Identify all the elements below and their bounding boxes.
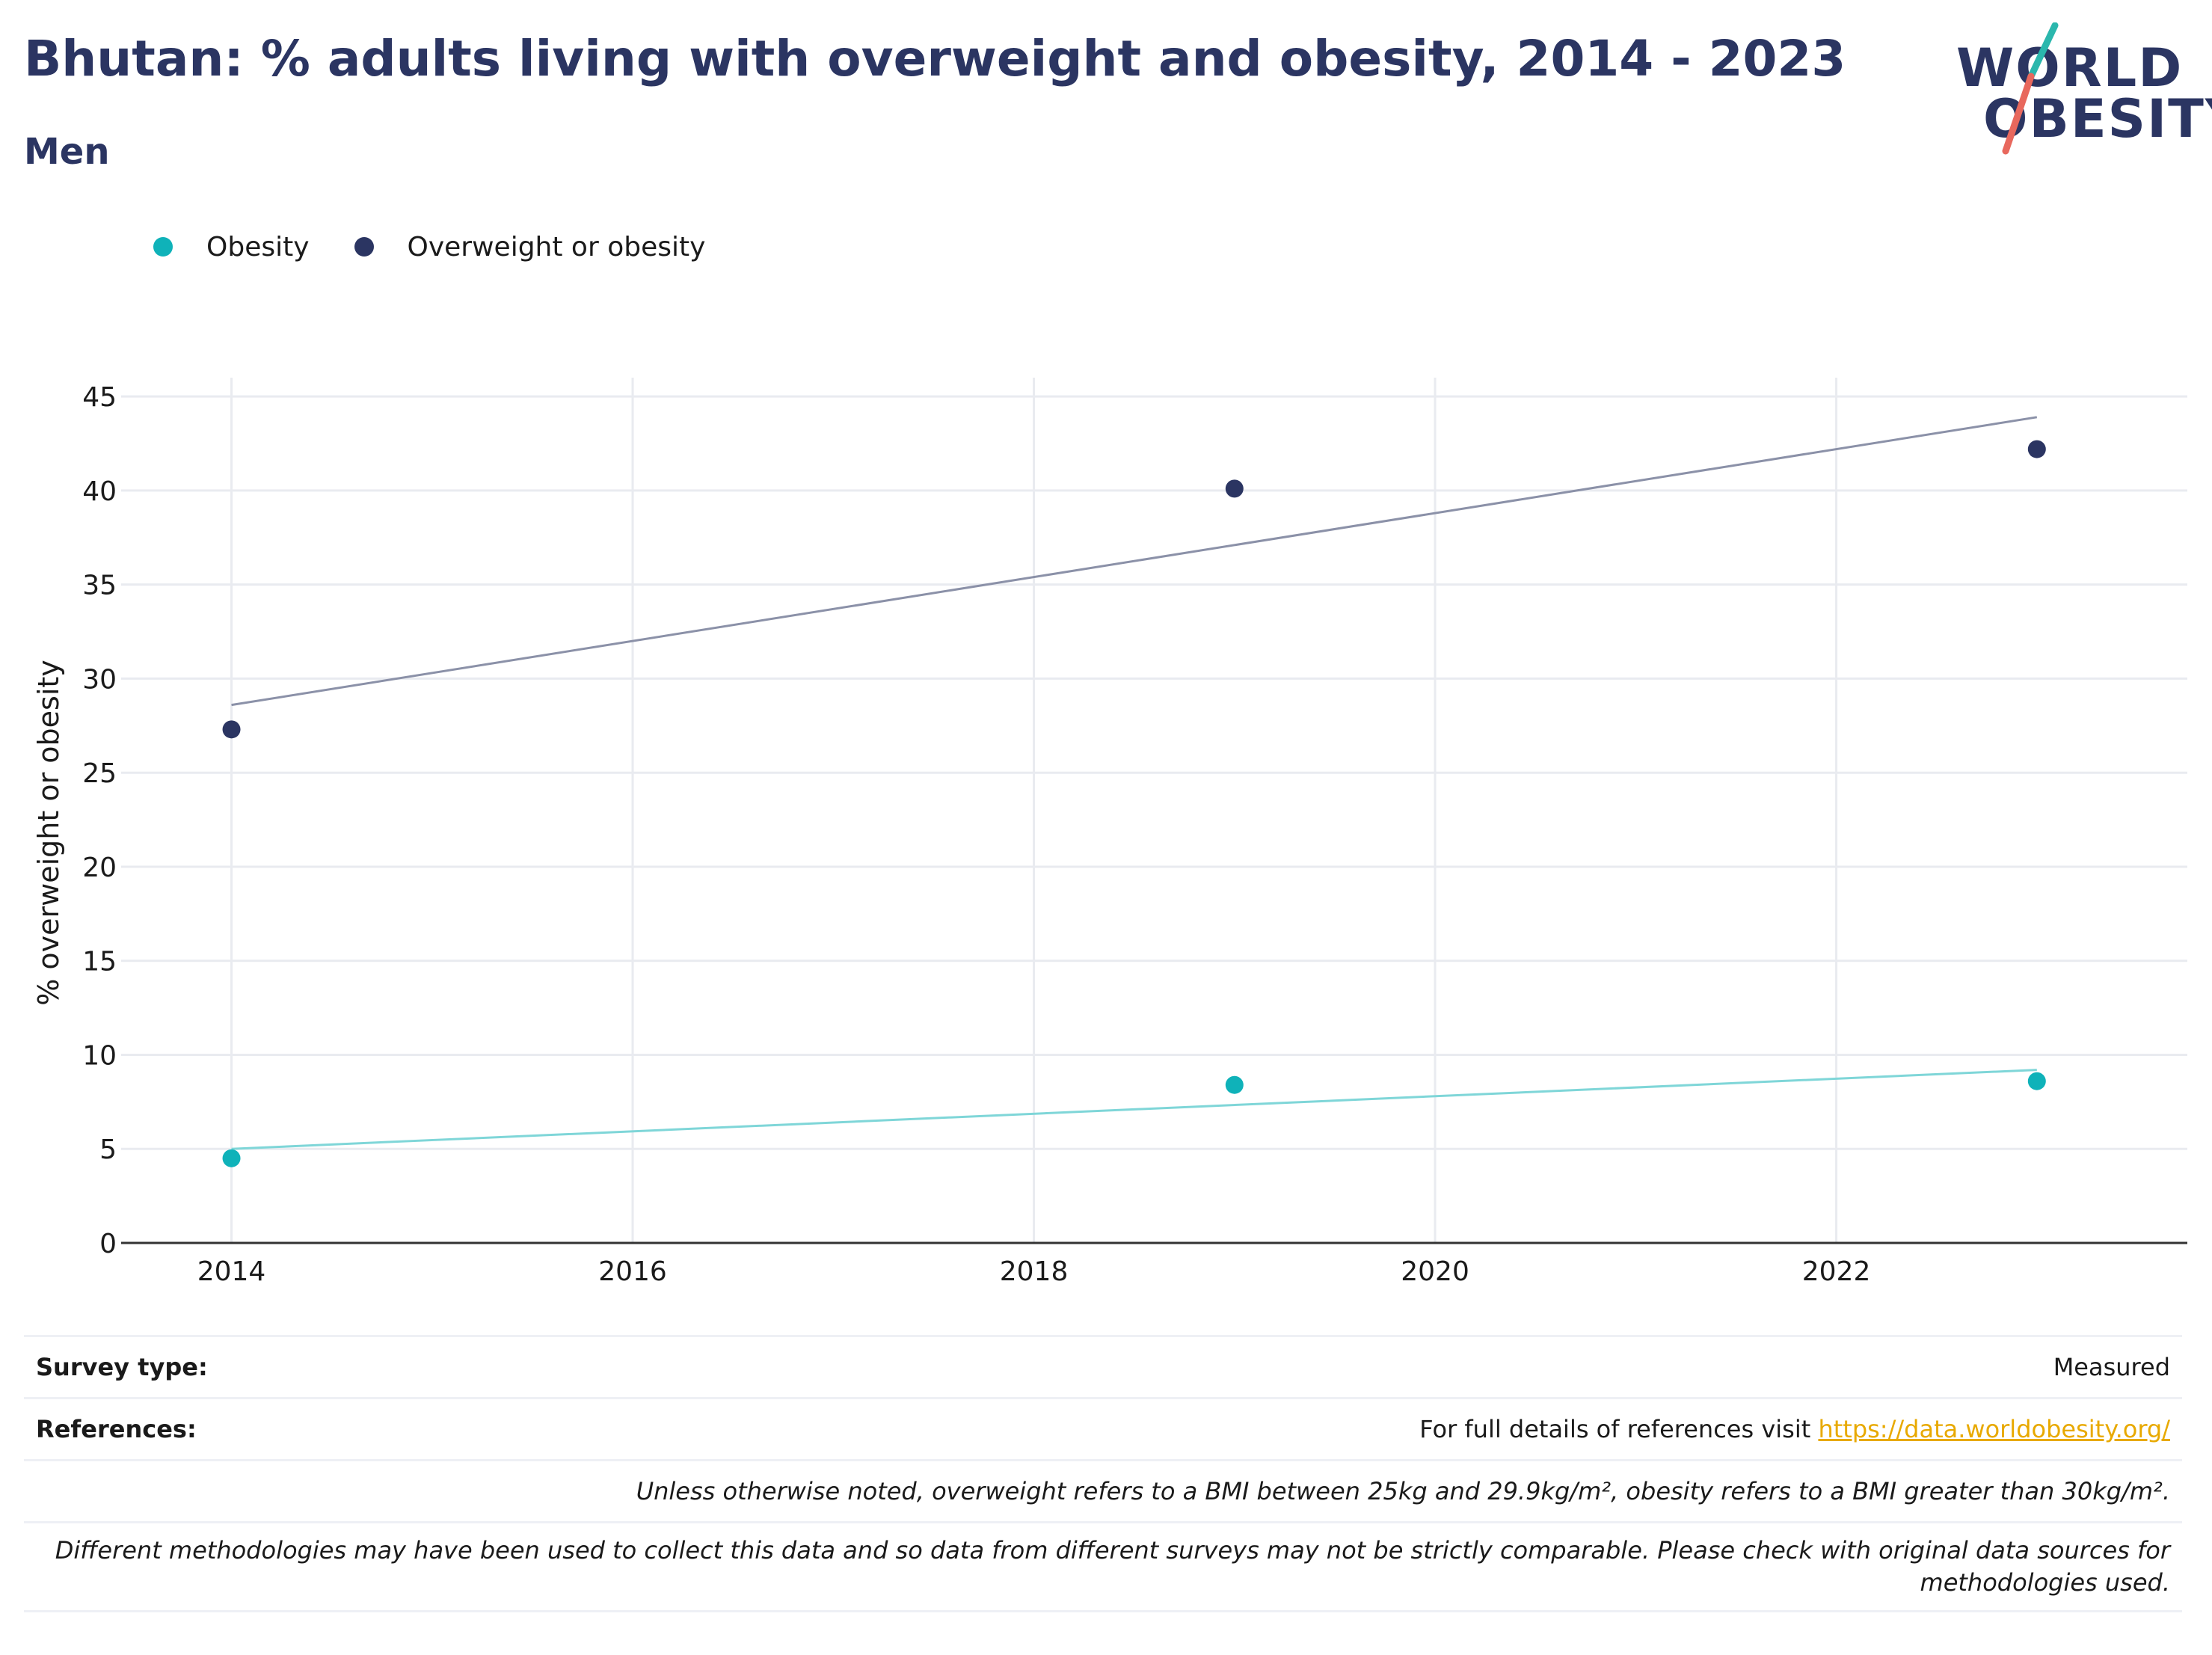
data-point-obesity bbox=[2027, 1072, 2046, 1090]
data-point-obesity bbox=[222, 1149, 241, 1167]
y-tick-label: 20 bbox=[82, 853, 117, 883]
y-axis-title: % overweight or obesity bbox=[32, 660, 65, 1006]
data-point-overweight-or-obesity bbox=[1225, 479, 1244, 498]
references-link[interactable]: https://data.worldobesity.org/ bbox=[1818, 1415, 2170, 1443]
chart-title: Bhutan: % adults living with overweight … bbox=[24, 30, 1846, 87]
data-point-overweight-or-obesity bbox=[2027, 440, 2046, 458]
references-label: References: bbox=[36, 1415, 197, 1443]
survey-type-label: Survey type: bbox=[36, 1353, 208, 1381]
x-tick-label: 2018 bbox=[1000, 1256, 1069, 1287]
x-tick-label: 2020 bbox=[1401, 1256, 1469, 1287]
legend-label-obesity: Obesity bbox=[206, 231, 310, 262]
y-tick-label: 15 bbox=[82, 947, 117, 977]
y-tick-label: 35 bbox=[82, 571, 117, 601]
legend-marker-overweight-or-obesity bbox=[354, 237, 374, 257]
x-tick-label: 2016 bbox=[598, 1256, 667, 1287]
methodology-note-row: Different methodologies may have been us… bbox=[24, 1521, 2182, 1612]
references-row: References: For full details of referenc… bbox=[24, 1397, 2182, 1459]
data-point-obesity bbox=[1225, 1075, 1244, 1094]
survey-type-row: Survey type: Measured bbox=[24, 1335, 2182, 1397]
legend-item-obesity[interactable]: Obesity bbox=[153, 232, 310, 262]
data-point-overweight-or-obesity bbox=[222, 720, 241, 739]
survey-type-value: Measured bbox=[2053, 1353, 2170, 1381]
legend-item-overweight-or-obesity[interactable]: Overweight or obesity bbox=[354, 231, 706, 262]
chart-legend: Obesity Overweight or obesity bbox=[153, 224, 750, 269]
trend-line-overweight-or-obesity bbox=[231, 416, 2038, 707]
chart-footer: Survey type: Measured References: For fu… bbox=[24, 1335, 2182, 1612]
world-obesity-logo: WORLD OBESITY bbox=[1944, 22, 2212, 157]
methodology-note: Different methodologies may have been us… bbox=[55, 1535, 2170, 1597]
references-value: For full details of references visit htt… bbox=[1419, 1415, 2170, 1443]
trend-line-obesity bbox=[231, 1069, 2037, 1150]
y-tick-label: 5 bbox=[99, 1134, 117, 1165]
legend-label-overweight-or-obesity: Overweight or obesity bbox=[407, 231, 706, 262]
y-tick-label: 0 bbox=[99, 1229, 117, 1259]
references-text: For full details of references visit bbox=[1419, 1415, 1819, 1443]
y-tick-label: 10 bbox=[82, 1040, 117, 1071]
logo-slash-icon bbox=[2002, 22, 2059, 155]
chart-subtitle: Men bbox=[24, 131, 110, 173]
scatter-chart: 2014 2016 2018 2020 2022 0 5 10 15 20 25 30 35 40 45 % … bbox=[32, 378, 2187, 1287]
x-tick-label: 2022 bbox=[1802, 1256, 1871, 1287]
bmi-note-row: Unless otherwise noted, overweight refer… bbox=[24, 1459, 2182, 1521]
y-tick-label: 40 bbox=[82, 476, 117, 507]
y-tick-label: 45 bbox=[82, 382, 117, 413]
y-tick-label: 25 bbox=[82, 758, 117, 789]
x-tick-label: 2014 bbox=[197, 1256, 266, 1287]
legend-marker-obesity bbox=[153, 237, 173, 257]
y-tick-label: 30 bbox=[82, 664, 117, 695]
logo-line-1: WORLD bbox=[1956, 37, 2184, 99]
bmi-note: Unless otherwise noted, overweight refer… bbox=[636, 1477, 2170, 1505]
